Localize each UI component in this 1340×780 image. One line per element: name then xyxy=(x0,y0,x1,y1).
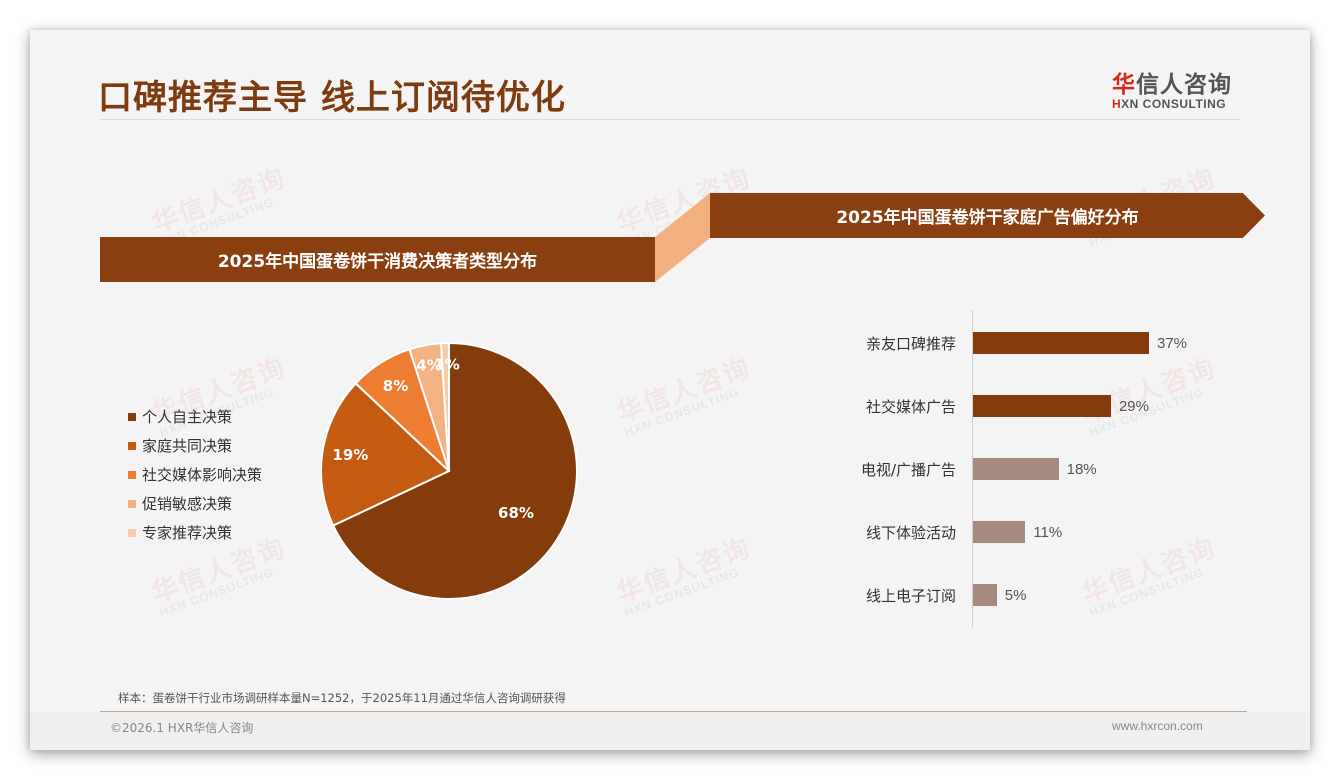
legend-label: 促销敏感决策 xyxy=(142,495,233,513)
footer-band xyxy=(30,712,1310,750)
logo-cn-text: 信人咨询 xyxy=(1136,72,1232,98)
legend-swatch xyxy=(128,499,136,508)
bar xyxy=(973,521,1026,543)
bar-category-label: 电视/广播广告 xyxy=(860,460,956,479)
website-link[interactable]: www.hxrcon.com xyxy=(1112,719,1203,733)
bar xyxy=(973,332,1149,354)
pie-slice xyxy=(439,341,450,472)
logo-cn: 华信人咨询 xyxy=(1112,65,1242,99)
legend-item: 促销敏感决策 xyxy=(128,489,262,518)
pie-slice-label: 19% xyxy=(332,446,368,464)
legend-item: 专家推荐决策 xyxy=(128,518,262,547)
legend-swatch xyxy=(128,412,136,421)
bar-row: 线下体验活动 11% xyxy=(830,521,1062,543)
pie-slice xyxy=(320,381,451,527)
bar-value-label: 11% xyxy=(1033,523,1063,541)
bar-row: 社交媒体广告 29% xyxy=(830,395,1149,417)
bar-value-label: 29% xyxy=(1118,397,1149,415)
bar-chart-title-banner: 2025年中国蛋卷饼干家庭广告偏好分布 xyxy=(710,193,1265,238)
pie-legend: 个人自主决策 家庭共同决策社交媒体影响决策 促销敏感决策 专家推荐决策 xyxy=(128,402,262,547)
bar-category-label: 社交媒体广告 xyxy=(865,397,956,416)
copyright-text: ©2026.1 HXR华信人咨询 xyxy=(110,721,254,735)
legend-label: 家庭共同决策 xyxy=(142,437,233,455)
pie-chart-title-banner: 2025年中国蛋卷饼干消费决策者类型分布 xyxy=(100,237,655,282)
logo-accent: 华 xyxy=(1112,72,1136,98)
slide: 口碑推荐主导 线上订阅待优化 华信人咨询 HXN CONSULTING 华信人咨… xyxy=(30,30,1310,750)
legend-swatch xyxy=(128,441,136,450)
bar-value-label: 37% xyxy=(1157,334,1188,352)
bar-value-label: 18% xyxy=(1066,460,1097,478)
logo-en: HXN CONSULTING xyxy=(1112,97,1242,111)
pie-slice-label: 4% xyxy=(416,357,441,375)
logo-en-text: XN CONSULTING xyxy=(1121,97,1227,111)
bar xyxy=(973,395,1111,417)
legend-label: 个人自主决策 xyxy=(142,408,233,426)
pie-slice-label: 8% xyxy=(383,377,408,395)
pie-slice-label: 68% xyxy=(498,504,534,522)
bar-chart-axis xyxy=(972,310,973,628)
bar-row: 电视/广播广告 18% xyxy=(830,458,1097,480)
legend-item: 家庭共同决策 xyxy=(128,431,262,460)
legend-label: 社交媒体影响决策 xyxy=(142,466,263,484)
legend-label: 专家推荐决策 xyxy=(142,524,233,542)
page-title: 口碑推荐主导 线上订阅待优化 xyxy=(98,78,566,118)
title-divider xyxy=(100,119,1240,120)
legend-item: 个人自主决策 xyxy=(128,402,262,431)
bar-category-label: 亲友口碑推荐 xyxy=(865,334,956,353)
bar-row: 线上电子订阅 5% xyxy=(830,584,1026,606)
logo-en-accent: H xyxy=(1112,97,1122,111)
bar-category-label: 线下体验活动 xyxy=(865,523,956,542)
legend-swatch xyxy=(128,470,136,479)
footer-divider xyxy=(100,711,1247,712)
bar-chart: 亲友口碑推荐 37% 社交媒体广告 29% 电视/广播广告 18% 线下体验活动 11% 线上电… xyxy=(830,310,1230,630)
banner-connector xyxy=(655,193,710,282)
legend-swatch xyxy=(128,528,136,537)
company-logo: 华信人咨询 HXN CONSULTING xyxy=(1112,65,1242,111)
bar-value-label: 5% xyxy=(1004,586,1027,604)
pie-chart: 68% 19% 8% 4%1% xyxy=(320,341,578,600)
sample-note: 样本：蛋卷饼干行业市场调研样本量N=1252，于2025年11月通过华信人咨询调… xyxy=(118,691,566,705)
pie-slice-label: 1% xyxy=(434,356,459,374)
bar-category-label: 线上电子订阅 xyxy=(865,586,956,605)
pie-slice xyxy=(331,341,578,600)
bar xyxy=(973,458,1059,480)
bar xyxy=(973,584,997,606)
legend-item: 社交媒体影响决策 xyxy=(128,460,262,489)
bar-row: 亲友口碑推荐 37% xyxy=(830,332,1187,354)
